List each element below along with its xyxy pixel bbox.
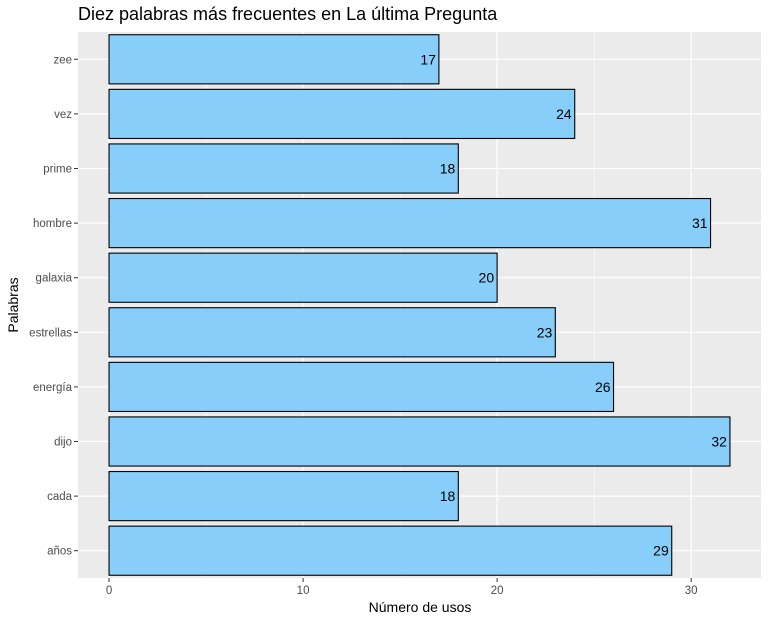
bar-prime xyxy=(108,143,459,194)
y-tick-label-vez: vez xyxy=(54,109,72,121)
bar-vez xyxy=(108,88,576,140)
y-tick-label-zee: zee xyxy=(53,54,72,66)
x-tick-label: 20 xyxy=(491,585,504,597)
y-tick-label-prime: prime xyxy=(43,164,72,176)
data-label-dijo: 32 xyxy=(711,434,727,450)
bar-dijo xyxy=(108,416,731,467)
data-label-galaxia: 20 xyxy=(479,270,495,286)
bar-estrellas xyxy=(108,307,556,358)
y-tick-label-hombre: hombre xyxy=(33,218,72,230)
y-tick-label-galaxia: galaxia xyxy=(36,273,73,285)
bar-cada xyxy=(108,470,459,522)
bars xyxy=(108,34,731,576)
x-axis-title: Número de usos xyxy=(369,599,472,615)
x-tick-label: 0 xyxy=(106,585,112,597)
y-tick-label-dijo: dijo xyxy=(54,437,72,449)
bar-galaxia xyxy=(108,252,498,303)
x-tick-label: 10 xyxy=(297,585,310,597)
data-label-cada: 18 xyxy=(440,488,456,504)
data-label-zee: 17 xyxy=(420,51,436,67)
data-label-años: 29 xyxy=(653,543,669,559)
bar-hombre xyxy=(108,197,712,249)
y-axis-ticks: años cada dijo energía estrellas galaxia hombr… xyxy=(29,54,78,558)
y-tick-label-años: años xyxy=(47,546,72,558)
data-label-energía: 26 xyxy=(595,379,611,395)
y-tick-label-cada: cada xyxy=(47,491,73,503)
data-labels: 29 18 32 26 23 20 31 18 24 17 xyxy=(420,51,727,558)
x-axis-ticks: 0 10 20 30 xyxy=(106,578,698,597)
y-axis-title: Palabras xyxy=(5,277,21,332)
bar-energía xyxy=(108,361,615,413)
bar-años xyxy=(108,525,673,576)
x-tick-label: 30 xyxy=(685,585,698,597)
chart-title: Diez palabras más frecuentes en La últim… xyxy=(78,4,498,24)
y-tick-label-estrellas: estrellas xyxy=(29,327,72,339)
bar-zee xyxy=(108,34,440,85)
data-label-hombre: 31 xyxy=(692,215,708,231)
y-tick-label-energía: energía xyxy=(33,382,73,394)
data-label-estrellas: 23 xyxy=(537,324,553,340)
data-label-vez: 24 xyxy=(556,106,572,122)
data-label-prime: 18 xyxy=(440,161,456,177)
